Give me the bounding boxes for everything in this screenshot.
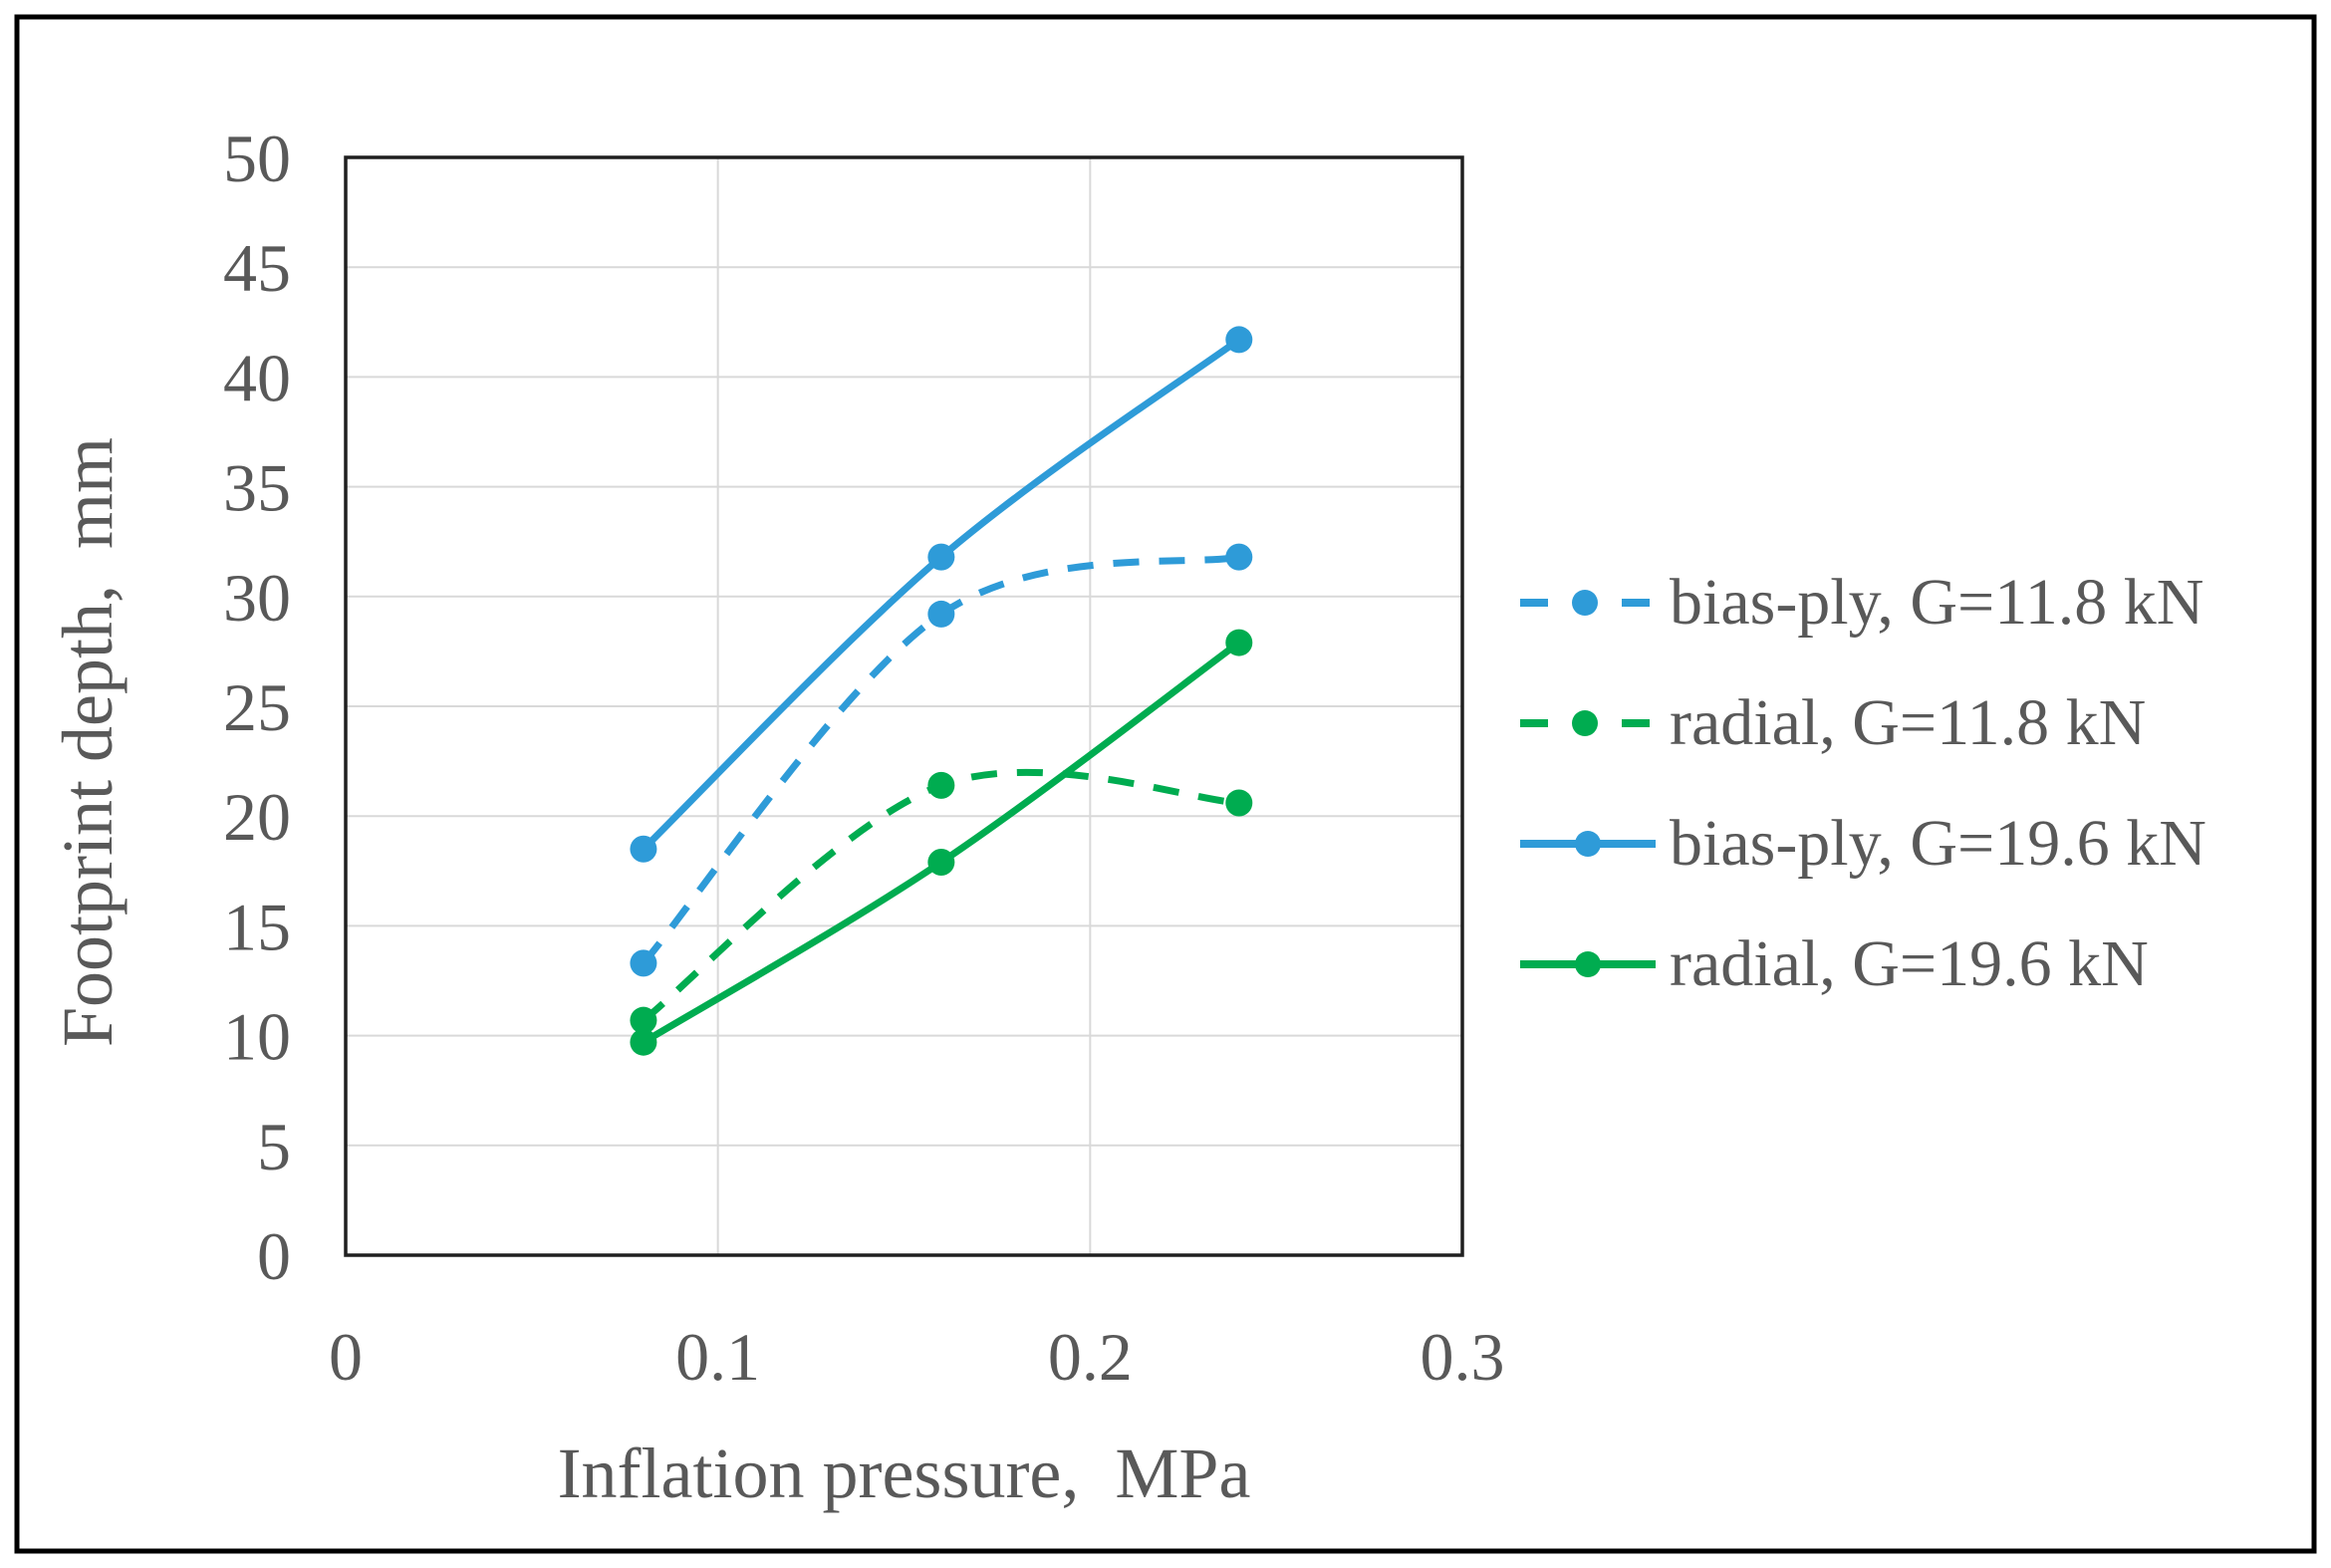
x-axis-title: Inflation pressure, MPa <box>558 1434 1251 1513</box>
y-axis-tick-label: 15 <box>223 889 291 964</box>
legend-marker <box>1572 709 1598 736</box>
y-axis-title: Footprint depth, mm <box>48 437 128 1047</box>
legend-swatch-dashed-radial-g-11.8-kn <box>1520 709 1650 736</box>
data-point-bias-ply-g-11.8-kn <box>1225 543 1253 571</box>
series-line-bias-ply-g-11.8-kn <box>641 553 1240 966</box>
legend-marker <box>1572 589 1598 616</box>
data-point-bias-ply-g-19.6-kn <box>927 543 955 571</box>
legend-label: bias-ply, G=19.6 kN <box>1670 806 2206 880</box>
legend-item-radial-g-11.8-kn: radial, G=11.8 kN <box>1518 662 2206 783</box>
legend-marker <box>1575 950 1601 977</box>
legend-item-bias-ply-g-11.8-kn: bias-ply, G=11.8 kN <box>1518 542 2206 662</box>
legend-item-radial-g-19.6-kn: radial, G=19.6 kN <box>1518 904 2206 1024</box>
data-point-bias-ply-g-19.6-kn <box>1225 326 1253 354</box>
figure-border <box>14 14 2317 1554</box>
x-axis-tick-label: 0.1 <box>675 1319 760 1395</box>
y-axis-tick-label: 40 <box>223 340 291 415</box>
legend-swatch-solid-bias-ply-g-19.6-kn <box>1520 830 1656 857</box>
y-axis-tick-label: 50 <box>223 121 291 196</box>
x-axis-tick-label: 0.2 <box>1048 1319 1133 1395</box>
legend-label: radial, G=19.6 kN <box>1670 926 2149 1000</box>
y-axis-tick-label: 35 <box>223 450 291 526</box>
x-axis-tick-label: 0.3 <box>1421 1319 1505 1395</box>
series-line-radial-g-11.8-kn <box>641 768 1240 1023</box>
legend-label: radial, G=11.8 kN <box>1670 685 2147 759</box>
y-axis-tick-label: 5 <box>257 1109 291 1184</box>
y-axis-tick-label: 20 <box>223 779 291 855</box>
legend-swatch-dashed-bias-ply-g-11.8-kn <box>1520 589 1650 616</box>
legend-label: bias-ply, G=11.8 kN <box>1670 565 2204 639</box>
data-point-bias-ply-g-11.8-kn <box>630 949 657 977</box>
legend-swatch-solid-radial-g-19.6-kn <box>1520 950 1656 977</box>
y-axis-tick-label: 45 <box>223 230 291 306</box>
legend-marker <box>1575 830 1601 857</box>
data-point-bias-ply-g-11.8-kn <box>927 600 955 628</box>
data-point-radial-g-19.6-kn <box>1225 629 1253 656</box>
data-point-radial-g-19.6-kn <box>630 1028 657 1056</box>
data-point-bias-ply-g-19.6-kn <box>630 835 657 863</box>
data-point-radial-g-11.8-kn <box>1225 789 1253 817</box>
chart-legend: bias-ply, G=11.8 kN radial, G=11.8 kN bias… <box>1518 542 2206 1024</box>
data-point-radial-g-11.8-kn <box>630 1006 657 1034</box>
y-axis-tick-label: 10 <box>223 999 291 1075</box>
data-point-radial-g-19.6-kn <box>927 848 955 876</box>
y-axis-tick-label: 0 <box>257 1218 291 1294</box>
y-axis-tick-label: 25 <box>223 669 291 745</box>
plot-area-border <box>344 155 1464 1257</box>
data-point-radial-g-11.8-kn <box>927 771 955 799</box>
x-axis-tick-label: 0 <box>329 1319 363 1395</box>
y-axis-tick-label: 30 <box>223 560 291 636</box>
legend-item-bias-ply-g-19.6-kn: bias-ply, G=19.6 kN <box>1518 783 2206 904</box>
